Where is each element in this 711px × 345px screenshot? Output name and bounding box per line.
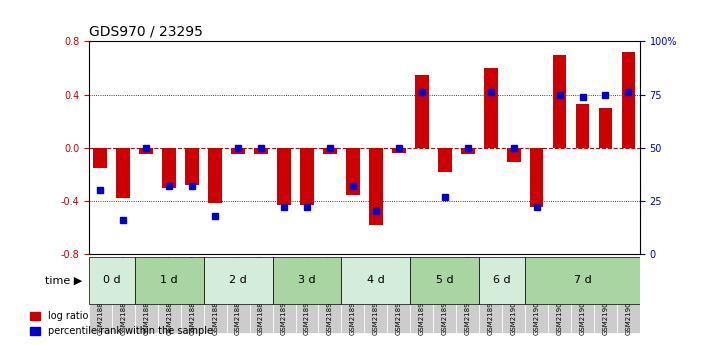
Bar xyxy=(530,148,543,207)
Bar xyxy=(507,148,520,162)
Bar xyxy=(231,148,245,154)
Text: 2 d: 2 d xyxy=(229,276,247,285)
Bar xyxy=(438,148,451,171)
Bar xyxy=(277,148,291,205)
Bar xyxy=(93,148,107,168)
Text: 6 d: 6 d xyxy=(493,276,511,285)
Bar xyxy=(576,104,589,148)
Bar xyxy=(599,108,612,148)
Legend: log ratio, percentile rank within the sample: log ratio, percentile rank within the sa… xyxy=(26,307,216,340)
Bar xyxy=(346,148,360,196)
Bar xyxy=(415,75,429,148)
Bar xyxy=(461,148,475,154)
Text: time ▶: time ▶ xyxy=(45,276,82,285)
Bar xyxy=(139,148,153,154)
Text: 4 d: 4 d xyxy=(367,276,385,285)
Bar xyxy=(208,148,222,204)
Text: 3 d: 3 d xyxy=(298,276,316,285)
Text: 0 d: 0 d xyxy=(103,276,121,285)
Bar xyxy=(323,148,337,154)
FancyBboxPatch shape xyxy=(410,257,479,304)
FancyBboxPatch shape xyxy=(89,257,135,304)
Bar xyxy=(162,148,176,187)
FancyBboxPatch shape xyxy=(479,257,525,304)
Text: GDS970 / 23295: GDS970 / 23295 xyxy=(89,25,203,39)
Bar xyxy=(552,55,567,148)
Bar xyxy=(255,148,268,154)
Bar xyxy=(392,148,406,153)
Text: 5 d: 5 d xyxy=(436,276,454,285)
Bar xyxy=(300,148,314,205)
Text: 7 d: 7 d xyxy=(574,276,592,285)
FancyBboxPatch shape xyxy=(272,257,341,304)
Bar xyxy=(369,148,383,225)
FancyBboxPatch shape xyxy=(135,257,203,304)
Bar xyxy=(621,52,636,148)
Bar xyxy=(186,148,199,185)
FancyBboxPatch shape xyxy=(341,257,410,304)
Bar xyxy=(117,148,130,198)
Bar xyxy=(483,68,498,148)
FancyBboxPatch shape xyxy=(203,257,272,304)
FancyBboxPatch shape xyxy=(525,257,640,304)
Text: 1 d: 1 d xyxy=(161,276,178,285)
